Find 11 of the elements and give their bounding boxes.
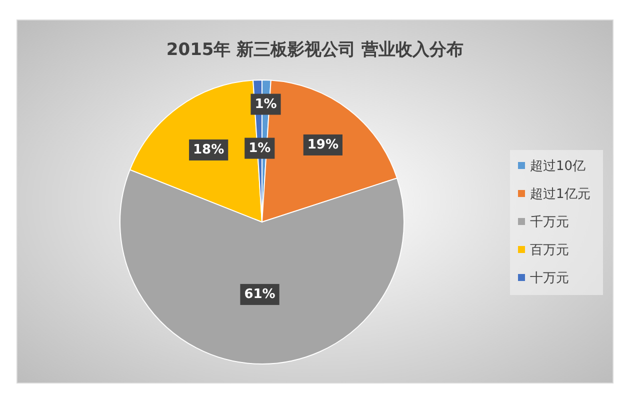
legend-label: 百万元: [530, 243, 569, 258]
data-label: 1%: [248, 140, 271, 156]
data-label: 61%: [244, 286, 276, 302]
chart-title: 2015年 新三板影视公司 营业收入分布: [166, 40, 464, 60]
legend-label: 超过1亿元: [530, 187, 590, 202]
data-label: 18%: [193, 142, 224, 158]
legend-label: 超过10亿: [530, 159, 586, 174]
data-label: 1%: [254, 96, 277, 112]
legend-label: 十万元: [530, 271, 569, 286]
data-label: 19%: [307, 137, 338, 152]
slice-label: 千万元: [530, 215, 569, 230]
